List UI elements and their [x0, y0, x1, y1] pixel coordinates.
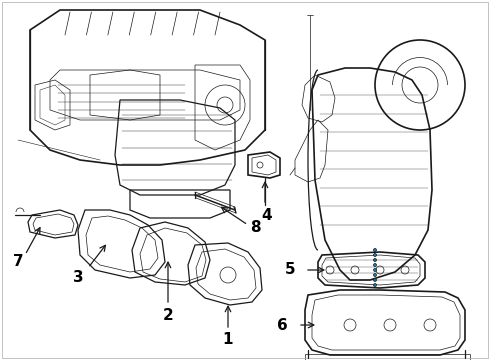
Text: 4: 4: [262, 207, 272, 222]
Circle shape: [373, 269, 376, 271]
Circle shape: [373, 264, 376, 266]
Text: 7: 7: [13, 255, 24, 270]
Text: 3: 3: [73, 270, 83, 285]
Text: 1: 1: [223, 333, 233, 347]
Text: 8: 8: [250, 220, 260, 235]
Circle shape: [373, 274, 376, 276]
Text: 6: 6: [277, 318, 288, 333]
Text: 2: 2: [163, 307, 173, 323]
Circle shape: [373, 279, 376, 282]
Circle shape: [373, 248, 376, 252]
Text: 5: 5: [284, 262, 295, 278]
Circle shape: [373, 284, 376, 287]
Circle shape: [373, 253, 376, 256]
Circle shape: [373, 258, 376, 261]
